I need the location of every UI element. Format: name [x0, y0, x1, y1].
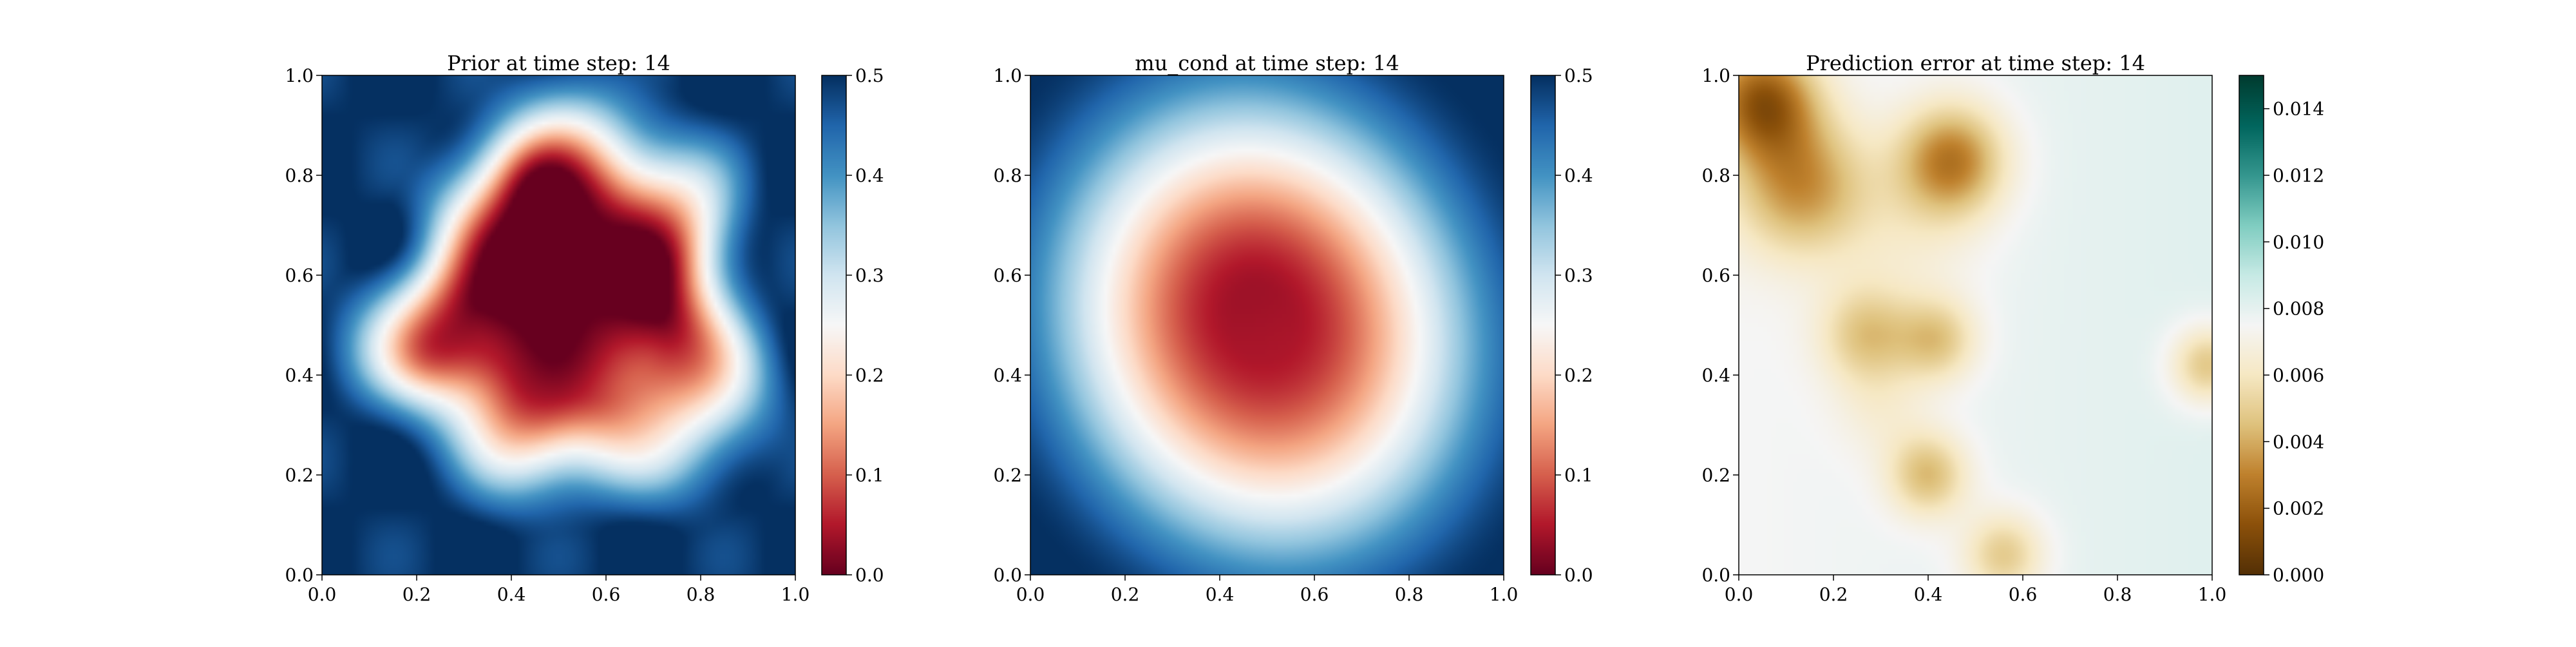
colorbar-gradient [1531, 75, 1555, 575]
x-tick-label: 0.0 [1725, 584, 1754, 605]
x-tick-label: 0.6 [1300, 584, 1329, 605]
colorbar-gradient [2239, 75, 2264, 575]
colorbar-tick-label: 0.4 [855, 165, 884, 186]
y-tick-label: 0.0 [1701, 565, 1730, 586]
y-tick-label: 0.2 [1701, 465, 1730, 486]
chart-panel-2: mu_cond at time step: 14 0.0 0.2 0.4 0.6 0.8 1… [993, 51, 1593, 605]
colorbar-tick-label: 0.0 [855, 565, 884, 586]
chart-title: Prior at time step: 14 [447, 51, 670, 75]
heatmap-image [1739, 75, 2212, 575]
colorbar-tick-label: 0.3 [1564, 265, 1593, 286]
x-tick-label: 0.0 [308, 584, 337, 605]
colorbar-tick-label: 0.012 [2273, 165, 2324, 186]
colorbar-tick-label: 0.010 [2273, 231, 2324, 253]
y-tick-label: 0.4 [993, 365, 1022, 386]
x-tick-label: 0.6 [592, 584, 621, 605]
colorbar-tick-label: 0.3 [855, 265, 884, 286]
x-tick-label: 0.2 [1111, 584, 1140, 605]
y-tick-label: 1.0 [993, 65, 1022, 86]
colorbar-tick-label: 0.006 [2273, 365, 2324, 386]
colorbar-tick-label: 0.002 [2273, 498, 2324, 519]
colorbar-tick-label: 0.1 [855, 465, 884, 486]
x-tick-label: 0.4 [1206, 584, 1235, 605]
x-tick-label: 1.0 [1490, 584, 1519, 605]
colorbar-gradient [822, 75, 846, 575]
y-tick-label: 0.0 [285, 565, 314, 586]
axes-frame [1030, 75, 1504, 575]
x-tick-label: 0.2 [1819, 584, 1848, 605]
y-tick-label: 0.6 [1701, 265, 1730, 286]
colorbar-tick-label: 0.008 [2273, 298, 2324, 320]
y-tick-label: 0.6 [993, 265, 1022, 286]
y-tick-label: 0.2 [285, 465, 314, 486]
colorbar-frame [1530, 75, 1556, 575]
y-tick-label: 0.4 [285, 365, 314, 386]
y-tick-label: 0.4 [1701, 365, 1730, 386]
chart-title: mu_cond at time step: 14 [1135, 51, 1399, 75]
axes-frame [321, 75, 796, 575]
x-tick-label: 0.0 [1016, 584, 1045, 605]
y-tick-label: 0.8 [993, 165, 1022, 186]
y-tick-label: 1.0 [285, 65, 314, 86]
x-tick-label: 0.4 [1914, 584, 1943, 605]
heatmap-image [1030, 75, 1504, 575]
y-tick-label: 0.6 [285, 265, 314, 286]
colorbar-tick-label: 0.4 [1564, 165, 1593, 186]
x-tick-label: 0.8 [2103, 584, 2132, 605]
axes-frame [1738, 75, 2213, 575]
colorbar-tick-label: 0.2 [855, 365, 884, 386]
y-tick-label: 0.8 [285, 165, 314, 186]
x-tick-label: 0.6 [2009, 584, 2038, 605]
colorbar-frame [2239, 75, 2264, 575]
x-tick-label: 0.2 [402, 584, 431, 605]
colorbar-tick-label: 0.004 [2273, 431, 2324, 452]
x-tick-label: 1.0 [781, 584, 810, 605]
y-tick-label: 0.8 [1701, 165, 1730, 186]
colorbar-tick-label: 0.5 [1564, 65, 1593, 86]
x-tick-label: 0.8 [1395, 584, 1424, 605]
y-tick-label: 0.2 [993, 465, 1022, 486]
chart-panel-3: Prediction error at time step: 14 0.0 0.2 0… [1701, 51, 2324, 605]
x-tick-label: 1.0 [2198, 584, 2227, 605]
x-tick-label: 0.8 [687, 584, 715, 605]
chart-panel-1: Prior at time step: 14 0.0 0.2 0.4 0.6 0.8 1.0… [285, 51, 884, 605]
x-tick-label: 0.4 [497, 584, 526, 605]
y-tick-label: 0.0 [993, 565, 1022, 586]
colorbar-tick-label: 0.5 [855, 65, 884, 86]
colorbar-tick-label: 0.1 [1564, 465, 1593, 486]
colorbar-tick-label: 0.0 [1564, 565, 1593, 586]
colorbar-frame [821, 75, 847, 575]
chart-title: Prediction error at time step: 14 [1806, 51, 2145, 75]
colorbar-tick-label: 0.000 [2273, 565, 2324, 586]
colorbar-tick-label: 0.2 [1564, 365, 1593, 386]
y-tick-label: 1.0 [1701, 65, 1730, 86]
colorbar-tick-label: 0.014 [2273, 99, 2324, 120]
heatmap-image [322, 75, 795, 575]
